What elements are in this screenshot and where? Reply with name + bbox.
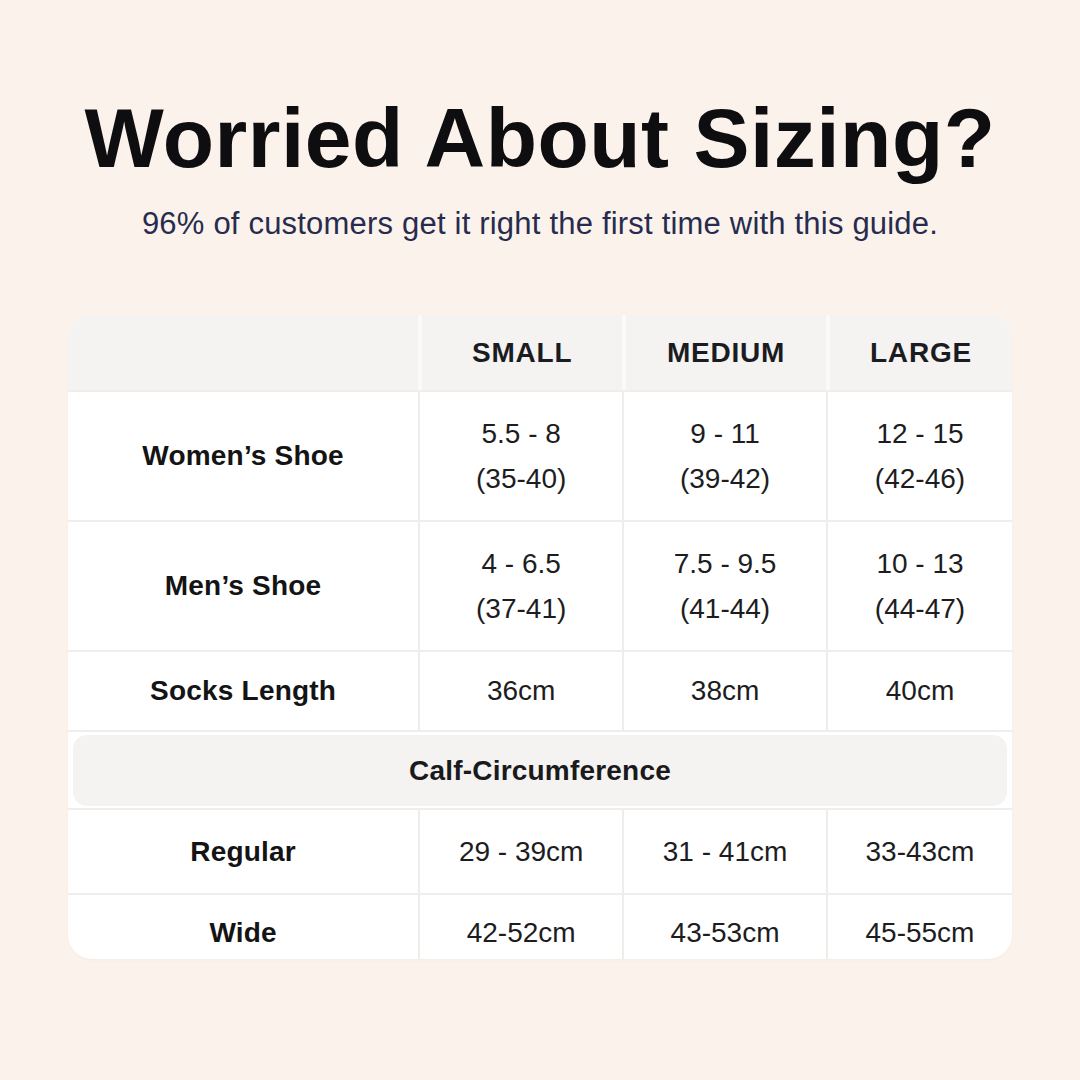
row-label-wide: Wide	[68, 895, 418, 959]
table-row-socks-length: Socks Length 36cm 38cm 40cm	[68, 650, 1012, 730]
value-line: (39-42)	[680, 456, 770, 501]
womens-shoe-large: 12 - 15 (42-46)	[826, 392, 1012, 520]
value-line: 7.5 - 9.5	[674, 541, 777, 586]
womens-shoe-small: 5.5 - 8 (35-40)	[418, 392, 622, 520]
mens-shoe-large: 10 - 13 (44-47)	[826, 522, 1012, 650]
value-line: (44-47)	[875, 586, 965, 631]
value-line: (35-40)	[476, 456, 566, 501]
regular-small: 29 - 39cm	[418, 810, 622, 893]
row-label-mens-shoe: Men’s Shoe	[68, 522, 418, 650]
page-subtitle: 96% of customers get it right the first …	[0, 206, 1080, 242]
column-header-large: LARGE	[826, 315, 1012, 390]
column-header-blank	[68, 315, 418, 390]
value-line: (37-41)	[476, 586, 566, 631]
value-line: 9 - 11	[690, 411, 760, 456]
wide-small: 42-52cm	[418, 895, 622, 959]
table-header-row: SMALL MEDIUM LARGE	[68, 315, 1012, 390]
section-banner-row: Calf-Circumference	[68, 730, 1012, 808]
value-line: 10 - 13	[876, 541, 963, 586]
mens-shoe-medium: 7.5 - 9.5 (41-44)	[622, 522, 826, 650]
womens-shoe-medium: 9 - 11 (39-42)	[622, 392, 826, 520]
value-line: (42-46)	[875, 456, 965, 501]
wide-large: 45-55cm	[826, 895, 1012, 959]
size-guide-table: SMALL MEDIUM LARGE Women’s Shoe 5.5 - 8 …	[68, 315, 1012, 959]
value-line: 12 - 15	[876, 411, 963, 456]
row-label-socks-length: Socks Length	[68, 652, 418, 730]
table-row-womens-shoe: Women’s Shoe 5.5 - 8 (35-40) 9 - 11 (39-…	[68, 390, 1012, 520]
table-row-mens-shoe: Men’s Shoe 4 - 6.5 (37-41) 7.5 - 9.5 (41…	[68, 520, 1012, 650]
value-line: (41-44)	[680, 586, 770, 631]
wide-medium: 43-53cm	[622, 895, 826, 959]
socks-length-small: 36cm	[418, 652, 622, 730]
value-line: 5.5 - 8	[481, 411, 560, 456]
column-header-medium: MEDIUM	[622, 315, 826, 390]
mens-shoe-small: 4 - 6.5 (37-41)	[418, 522, 622, 650]
row-label-regular: Regular	[68, 810, 418, 893]
section-title-calf-circumference: Calf-Circumference	[73, 735, 1007, 806]
page-title: Worried About Sizing?	[0, 92, 1080, 184]
regular-medium: 31 - 41cm	[622, 810, 826, 893]
regular-large: 33-43cm	[826, 810, 1012, 893]
socks-length-medium: 38cm	[622, 652, 826, 730]
row-label-womens-shoe: Women’s Shoe	[68, 392, 418, 520]
column-header-small: SMALL	[418, 315, 622, 390]
value-line: 4 - 6.5	[481, 541, 560, 586]
socks-length-large: 40cm	[826, 652, 1012, 730]
table-row-wide: Wide 42-52cm 43-53cm 45-55cm	[68, 893, 1012, 959]
table-row-regular: Regular 29 - 39cm 31 - 41cm 33-43cm	[68, 808, 1012, 893]
